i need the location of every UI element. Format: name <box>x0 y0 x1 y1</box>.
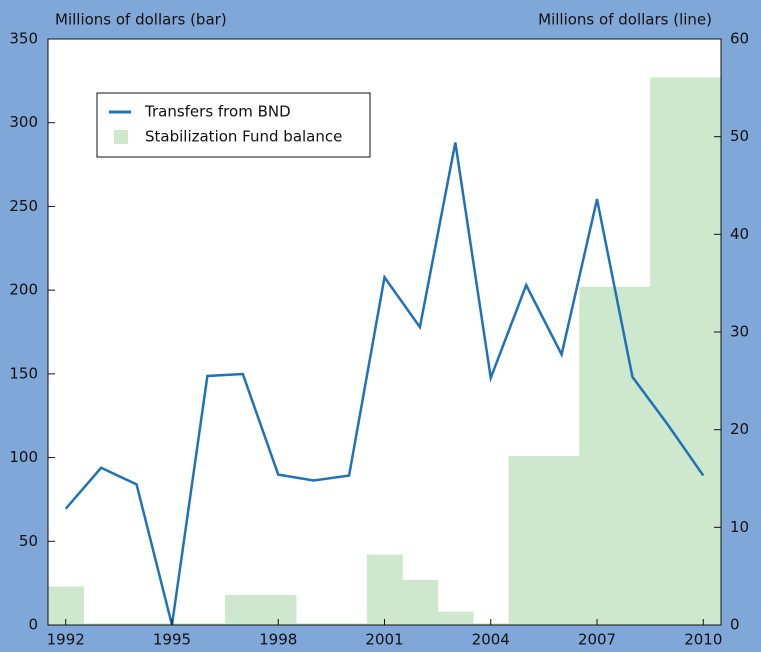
y-tick-label: 150 <box>9 364 38 382</box>
y2-tick-label: 20 <box>730 420 749 438</box>
y-tick-label: 100 <box>9 448 38 466</box>
y-tick-label: 250 <box>9 197 38 215</box>
bar <box>508 455 545 625</box>
legend-swatch <box>114 130 128 144</box>
bar <box>331 623 368 625</box>
bar <box>83 623 120 625</box>
y-axis-title: Millions of dollars (bar) <box>55 11 227 29</box>
y2-tick-label: 50 <box>730 127 749 145</box>
bar <box>685 77 722 626</box>
bar <box>579 286 616 625</box>
y2-tick-label: 60 <box>730 30 749 48</box>
y2-axis-title: Millions of dollars (line) <box>538 11 712 29</box>
y2-tick-label: 10 <box>730 518 749 536</box>
y2-tick-label: 40 <box>730 225 749 243</box>
bar <box>189 623 226 625</box>
legend-label: Transfers from BND <box>144 103 291 121</box>
y-tick-label: 50 <box>19 532 38 550</box>
bar <box>225 594 262 625</box>
x-tick-label: 2010 <box>684 631 722 649</box>
x-tick-label: 2007 <box>578 631 616 649</box>
legend-box <box>96 92 371 158</box>
y-tick-label: 0 <box>28 616 38 634</box>
y-tick-label: 200 <box>9 281 38 299</box>
bar <box>650 77 687 626</box>
bar <box>366 554 403 625</box>
x-tick-label: 2004 <box>472 631 510 649</box>
bar <box>402 579 439 625</box>
bar <box>48 586 84 625</box>
y-tick-label: 350 <box>9 30 38 48</box>
x-tick-label: 1995 <box>153 631 191 649</box>
legend-label: Stabilization Fund balance <box>145 128 342 146</box>
bar <box>543 455 580 625</box>
y2-tick-label: 30 <box>730 323 749 341</box>
x-tick-label: 2001 <box>365 631 403 649</box>
y-tick-label: 300 <box>9 113 38 131</box>
bar <box>295 623 332 625</box>
bar <box>118 623 155 625</box>
y2-tick-label: 0 <box>730 616 740 634</box>
bar <box>437 611 474 625</box>
x-tick-label: 1998 <box>259 631 297 649</box>
x-tick-label: 1992 <box>47 631 85 649</box>
bar <box>614 286 651 625</box>
